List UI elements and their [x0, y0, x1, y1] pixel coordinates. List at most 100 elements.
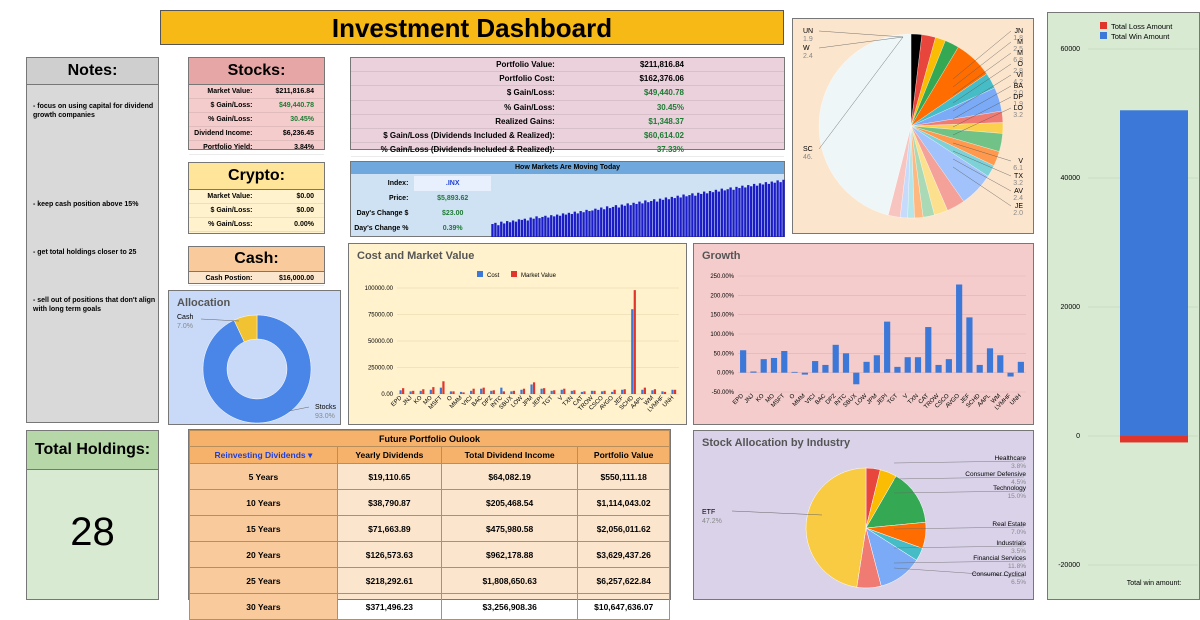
spark-bar — [570, 213, 574, 237]
portfolio-label: Portfolio Value: — [496, 60, 555, 69]
industry-label: Technology — [993, 485, 1027, 492]
spark-bar — [547, 217, 550, 237]
industry-title: Stock Allocation by Industry — [702, 437, 851, 449]
leader-line — [952, 41, 1012, 88]
spark-bar — [629, 205, 632, 237]
future-years: 25 Years — [189, 567, 338, 594]
market-value-bar — [643, 387, 646, 394]
cost-bar — [550, 390, 553, 394]
growth-bar — [966, 317, 973, 373]
index-select[interactable]: .INX — [414, 176, 491, 191]
total-holdings-value: 28 — [70, 510, 115, 554]
reinvest-select[interactable]: Reinvesting Dividends ▾ — [189, 446, 338, 464]
growth-bar — [884, 321, 891, 373]
cost-bar — [560, 389, 563, 394]
crypto-label: Market Value: — [207, 193, 253, 200]
future-yearly: $71,663.89 — [336, 515, 442, 542]
holding-label: TX — [1014, 173, 1023, 180]
notes-header: Notes: — [27, 58, 158, 85]
loss-bar — [1120, 436, 1188, 443]
industry-pct: 11.8% — [1008, 563, 1026, 570]
future-years: 10 Years — [189, 489, 338, 516]
spark-bar — [520, 219, 524, 237]
y-tick-label: 250.00% — [710, 274, 734, 280]
stocks-row: Dividend Income: $6,236.45 — [189, 127, 324, 141]
x-tick-label: TGT — [887, 393, 900, 406]
spark-bar — [635, 203, 638, 237]
spark-bar — [638, 201, 641, 237]
legend-label: Total Win Amount — [1111, 32, 1170, 41]
note-item: - get total holdings closer to 25 — [33, 249, 137, 256]
y-tick-label: -20000 — [1058, 562, 1080, 569]
crypto-row: Market Value: $0.00 — [189, 190, 324, 204]
y-tick-label: 75000.00 — [368, 313, 394, 319]
cost-bar — [651, 390, 654, 394]
holdings-pie-panel: UN 1.9 W 2.4 SC 46. JN 1.8 M 2.5 M 6.8 O 2.8 VI 4.2 BA 2.… — [792, 18, 1034, 234]
x-tick-label: KO — [413, 395, 424, 406]
markets-value: $23.00 — [442, 210, 464, 217]
x-tick-label: UNH — [1009, 393, 1022, 406]
stocks-row: $ Gain/Loss: $49,440.78 — [189, 99, 324, 113]
growth-bar — [945, 359, 952, 373]
spark-bar — [661, 199, 665, 237]
markets-row: Day's Change $ $23.00 — [351, 206, 491, 221]
cost-bar — [671, 389, 674, 394]
spark-bar — [494, 222, 497, 237]
spark-bar — [617, 207, 621, 237]
cost-market-value-panel: Cost and Market Value 0.00 25000.00 50000.… — [348, 243, 687, 425]
portfolio-summary: Portfolio Value: $211,816.84 Portfolio Co… — [350, 57, 785, 158]
leader-line — [952, 166, 1012, 207]
growth-bar — [770, 357, 778, 373]
spark-bar — [776, 180, 779, 237]
market-value-bar — [623, 389, 626, 394]
spark-bar — [717, 191, 721, 237]
holding-label: V — [1018, 158, 1023, 165]
spark-bar — [514, 221, 518, 237]
spark-bar — [755, 185, 759, 237]
spark-bar — [735, 186, 738, 237]
industry-pct: 3.8% — [1011, 463, 1026, 470]
stocks-row: Portfolio Yield: 3.84% — [189, 141, 324, 155]
y-tick-label: 50000.00 — [368, 339, 394, 345]
cost-bar — [530, 384, 533, 394]
table-row: 15 Years $71,663.89 $475,980.58 $2,056,011.… — [189, 515, 670, 542]
spark-bar — [508, 222, 512, 237]
chevron-down-icon: ▾ — [308, 449, 313, 460]
spark-bar — [588, 211, 591, 237]
table-row: 10 Years $38,790.87 $205,468.54 $1,114,043.… — [189, 489, 670, 516]
industry-pct: 15.0% — [1008, 493, 1027, 500]
allocation-pct: 93.0% — [315, 413, 335, 420]
holding-label: LO — [1014, 105, 1024, 112]
market-value-bar — [573, 390, 576, 394]
holding-label: O — [1018, 61, 1024, 68]
growth-bar — [801, 372, 808, 375]
leader-line — [893, 545, 1025, 549]
markets-row: Price: $5,893.62 — [351, 191, 491, 206]
markets-row: Index: .INX — [351, 176, 491, 191]
spark-bar — [555, 214, 559, 237]
leader-line — [893, 460, 1025, 464]
note-item: - keep cash position above 15% — [33, 201, 139, 208]
future-total: $205,468.54 — [440, 489, 579, 516]
cost-bar — [399, 390, 402, 394]
holding-pct: 46. — [803, 154, 813, 161]
future-years: 20 Years — [189, 541, 338, 568]
markets-label: Day's Change % — [354, 225, 409, 232]
market-sparkline — [491, 179, 785, 237]
reinvest-select-value: Reinvesting Dividends — [214, 449, 306, 460]
leader-line — [952, 52, 1012, 96]
growth-bar — [894, 366, 901, 373]
growth-title: Growth — [702, 250, 741, 262]
future-total: $475,980.58 — [440, 515, 579, 542]
spark-bar — [738, 188, 741, 237]
market-value-bar — [593, 390, 596, 394]
spark-bar — [591, 210, 594, 237]
industry-label: Industrials — [996, 540, 1026, 547]
allocation-pct: 7.0% — [177, 323, 193, 330]
holding-pct: 2.4 — [1013, 195, 1023, 202]
market-value-bar — [633, 290, 636, 394]
spark-bar — [594, 208, 597, 237]
cost-bar — [590, 390, 594, 394]
allocation-label: Stocks — [315, 404, 337, 411]
